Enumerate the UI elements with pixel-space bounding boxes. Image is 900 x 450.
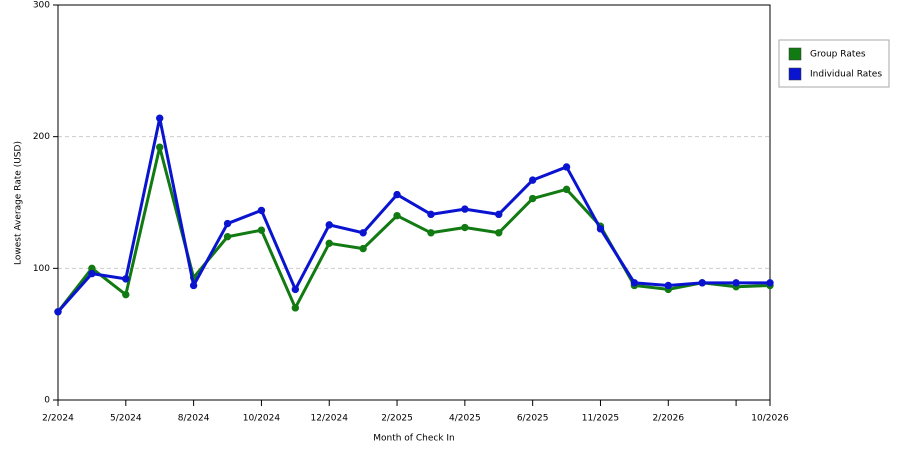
x-tick-label: 6/2025 bbox=[517, 414, 549, 424]
point bbox=[427, 229, 435, 237]
x-tick-label: 2/2026 bbox=[652, 414, 684, 424]
x-tick-label: 10/2026 bbox=[751, 414, 789, 424]
point bbox=[122, 275, 130, 283]
point bbox=[461, 223, 469, 232]
point bbox=[732, 279, 740, 287]
x-tick-label: 5/2024 bbox=[110, 414, 142, 424]
point bbox=[698, 279, 706, 287]
point bbox=[359, 244, 367, 253]
y-tick-label: 100 bbox=[33, 264, 50, 274]
point bbox=[664, 281, 672, 290]
series-line bbox=[56, 116, 770, 313]
point bbox=[393, 190, 401, 199]
y-tick-label: 200 bbox=[33, 132, 50, 142]
x-tick-label: 11/2025 bbox=[582, 414, 619, 424]
point bbox=[562, 163, 571, 171]
point bbox=[325, 221, 333, 229]
point bbox=[596, 225, 605, 233]
x-axis-label: Month of Check In bbox=[373, 434, 455, 444]
x-tick-label: 2/2025 bbox=[381, 414, 413, 424]
point bbox=[393, 211, 401, 220]
point bbox=[88, 269, 96, 278]
y-tick-label: 300 bbox=[33, 1, 50, 11]
point bbox=[257, 226, 266, 234]
legend-label: Individual Rates bbox=[810, 70, 882, 80]
point bbox=[156, 143, 164, 151]
x-tick-label: 10/2024 bbox=[243, 414, 281, 424]
point bbox=[495, 229, 503, 237]
y-tick-label: 0 bbox=[44, 396, 50, 406]
legend-swatch bbox=[788, 47, 802, 61]
point bbox=[257, 206, 266, 215]
x-tick-label: 2/2024 bbox=[42, 414, 74, 424]
point bbox=[766, 279, 774, 287]
plot-frame bbox=[57, 4, 771, 401]
point bbox=[359, 229, 367, 237]
point bbox=[495, 210, 503, 219]
point bbox=[562, 185, 571, 194]
point bbox=[189, 281, 198, 290]
y-axis-label: Lowest Average Rate (USD) bbox=[14, 141, 24, 265]
x-tick-label: 4/2025 bbox=[449, 414, 481, 424]
point bbox=[291, 285, 300, 294]
legend-swatch bbox=[788, 67, 802, 81]
point bbox=[528, 194, 537, 203]
point bbox=[630, 279, 639, 287]
point bbox=[291, 304, 300, 312]
point bbox=[156, 114, 164, 122]
point bbox=[223, 219, 232, 228]
series-line bbox=[56, 145, 771, 313]
point bbox=[223, 233, 232, 241]
point bbox=[122, 290, 130, 299]
x-tick-label: 12/2024 bbox=[311, 414, 349, 424]
point bbox=[427, 210, 435, 219]
point bbox=[325, 239, 333, 248]
legend-label: Group Rates bbox=[810, 50, 866, 60]
x-tick-label: 8/2024 bbox=[178, 414, 210, 424]
point bbox=[461, 205, 469, 213]
point bbox=[54, 308, 62, 316]
point bbox=[528, 176, 537, 184]
